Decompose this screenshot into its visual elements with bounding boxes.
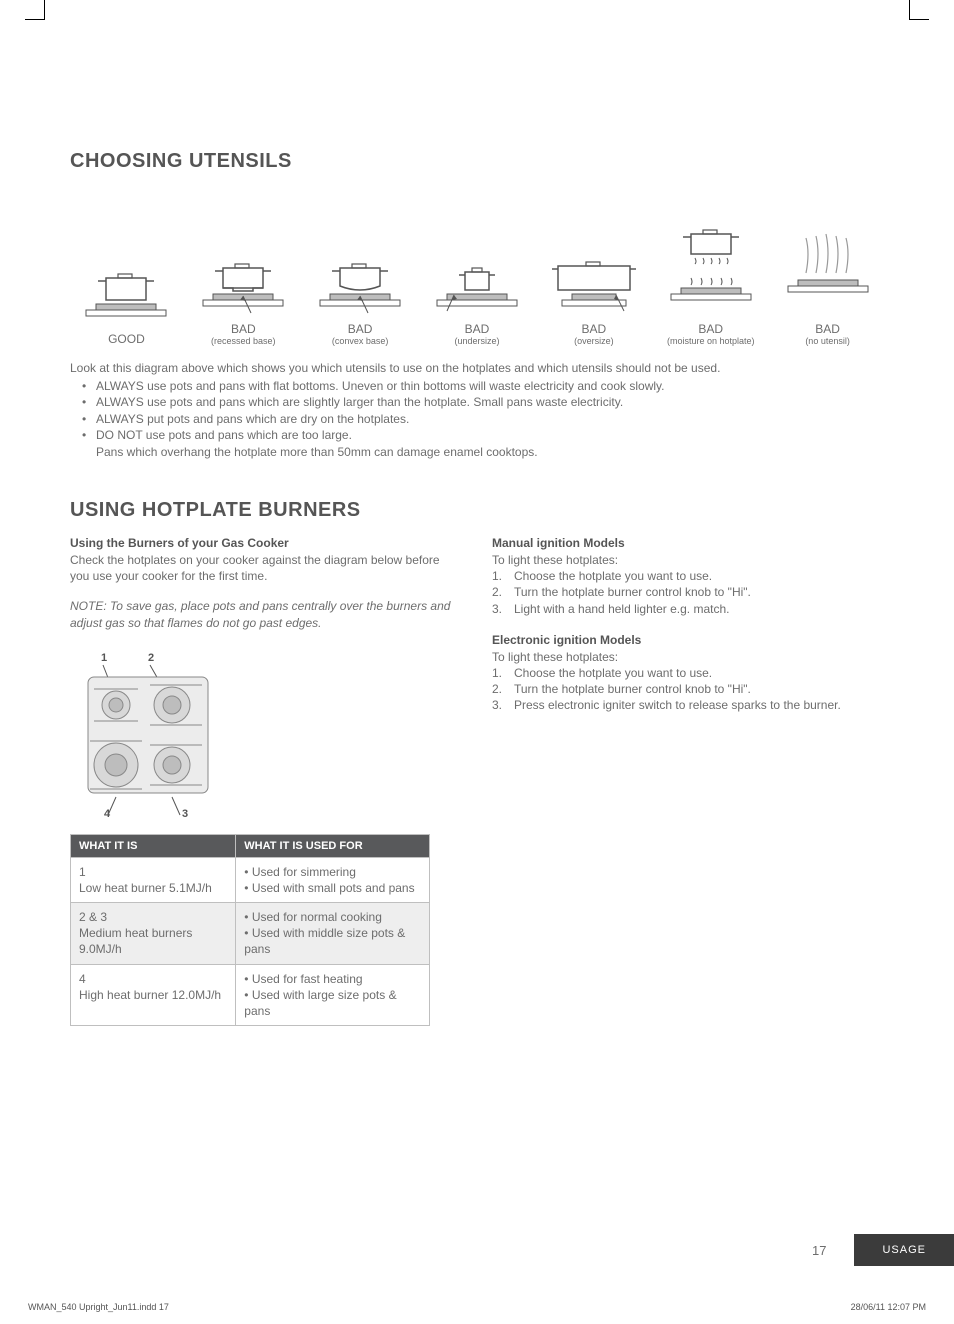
utensil-sublabel: (moisture on hotplate) (667, 336, 755, 346)
utensil-bad-moisture: BAD (moisture on hotplate) (654, 228, 767, 346)
electronic-ignition-steps: 1.Choose the hotplate you want to use. 2… (492, 665, 884, 714)
hotplate-icon (771, 228, 884, 318)
manual-ignition-steps: 1.Choose the hotplate you want to use. 2… (492, 568, 884, 617)
table-header-used-for: WHAT IT IS USED FOR (236, 834, 430, 857)
bullet-item: ALWAYS put pots and pans which are dry o… (70, 411, 884, 427)
table-row: 4 High heat burner 12.0MJ/h • Used for f… (71, 964, 430, 1026)
utensil-label: BAD (582, 322, 607, 336)
step-item: 2.Turn the hotplate burner control knob … (492, 584, 884, 600)
utensil-label: BAD (465, 322, 490, 336)
table-cell-what: 1 Low heat burner 5.1MJ/h (71, 857, 236, 902)
page-number: 17 (812, 1243, 826, 1258)
section-heading-choosing-utensils: CHOOSING UTENSILS (70, 150, 884, 173)
utensil-bad-no-utensil: BAD (no utensil) (771, 228, 884, 346)
bullet-item: DO NOT use pots and pans which are too l… (70, 427, 884, 443)
burner-table: WHAT IT IS WHAT IT IS USED FOR 1 Low hea… (70, 834, 430, 1027)
utensil-sublabel: (recessed base) (211, 336, 276, 346)
utensil-sublabel: (convex base) (332, 336, 389, 346)
electronic-ignition-heading: Electronic ignition Models (492, 633, 884, 647)
table-cell-what: 2 & 3 Medium heat burners 9.0MJ/h (71, 903, 236, 965)
manual-ignition-lead: To light these hotplates: (492, 552, 884, 568)
section1-bullets: ALWAYS use pots and pans with flat botto… (70, 378, 884, 443)
left-note: NOTE: To save gas, place pots and pans c… (70, 598, 462, 630)
utensil-sublabel: (no utensil) (805, 336, 850, 346)
page-footer: 17 USAGE (0, 1234, 954, 1266)
section-heading-hotplate-burners: USING HOTPLATE BURNERS (70, 499, 884, 522)
utensil-bad-recessed: BAD (recessed base) (187, 228, 300, 346)
utensil-label: BAD (348, 322, 373, 336)
utensil-label: BAD (815, 322, 840, 336)
slug-right: 28/06/11 12:07 PM (851, 1302, 926, 1312)
bullet-item: ALWAYS use pots and pans which are sligh… (70, 394, 884, 410)
pan-icon (421, 228, 534, 318)
utensil-sublabel: (undersize) (454, 336, 499, 346)
bullet-item: ALWAYS use pots and pans with flat botto… (70, 378, 884, 394)
step-item: 3.Press electronic igniter switch to rel… (492, 697, 884, 713)
hob-label-4: 4 (104, 808, 111, 819)
left-subheading: Using the Burners of your Gas Cooker (70, 536, 462, 550)
utensil-label: GOOD (108, 332, 145, 346)
table-cell-what: 4 High heat burner 12.0MJ/h (71, 964, 236, 1026)
utensil-bad-undersize: BAD (undersize) (421, 228, 534, 346)
utensil-label: BAD (231, 322, 256, 336)
hob-label-2: 2 (148, 652, 154, 664)
pan-icon (304, 228, 417, 318)
utensil-sublabel: (oversize) (574, 336, 614, 346)
usage-tab: USAGE (854, 1234, 954, 1266)
step-item: 1.Choose the hotplate you want to use. (492, 568, 884, 584)
manual-ignition-heading: Manual ignition Models (492, 536, 884, 550)
hob-label-3: 3 (182, 808, 188, 819)
page-content: CHOOSING UTENSILS GOOD (0, 0, 954, 1026)
hob-diagram: 1 2 (76, 649, 462, 824)
pan-icon (537, 228, 650, 318)
bullet-subtext: Pans which overhang the hotplate more th… (70, 445, 884, 459)
slug-left: WMAN_540 Upright_Jun11.indd 17 (28, 1302, 169, 1312)
section1-intro: Look at this diagram above which shows y… (70, 360, 884, 376)
left-paragraph: Check the hotplates on your cooker again… (70, 552, 462, 584)
utensil-bad-convex: BAD (convex base) (304, 228, 417, 346)
crop-mark-tr (909, 0, 929, 20)
table-header-what: WHAT IT IS (71, 834, 236, 857)
utensil-label: BAD (698, 322, 723, 336)
hob-label-1: 1 (101, 652, 107, 664)
utensil-good: GOOD (70, 238, 183, 346)
table-cell-uses: • Used for simmering • Used with small p… (236, 857, 430, 902)
table-cell-uses: • Used for normal cooking • Used with mi… (236, 903, 430, 965)
utensil-bad-oversize: BAD (oversize) (537, 228, 650, 346)
print-slug: WMAN_540 Upright_Jun11.indd 17 28/06/11 … (28, 1302, 926, 1312)
utensils-diagram-row: GOOD BAD (recessed base) (70, 228, 884, 346)
pan-icon (70, 238, 183, 328)
table-cell-uses: • Used for fast heating • Used with larg… (236, 964, 430, 1026)
step-item: 2.Turn the hotplate burner control knob … (492, 681, 884, 697)
pan-icon (187, 228, 300, 318)
step-item: 3.Light with a hand held lighter e.g. ma… (492, 601, 884, 617)
right-column: Manual ignition Models To light these ho… (492, 536, 884, 1026)
table-row: 2 & 3 Medium heat burners 9.0MJ/h • Used… (71, 903, 430, 965)
pan-icon (654, 228, 767, 318)
left-column: Using the Burners of your Gas Cooker Che… (70, 536, 462, 1026)
crop-mark-tl (25, 0, 45, 20)
table-row: 1 Low heat burner 5.1MJ/h • Used for sim… (71, 857, 430, 902)
step-item: 1.Choose the hotplate you want to use. (492, 665, 884, 681)
electronic-ignition-lead: To light these hotplates: (492, 649, 884, 665)
